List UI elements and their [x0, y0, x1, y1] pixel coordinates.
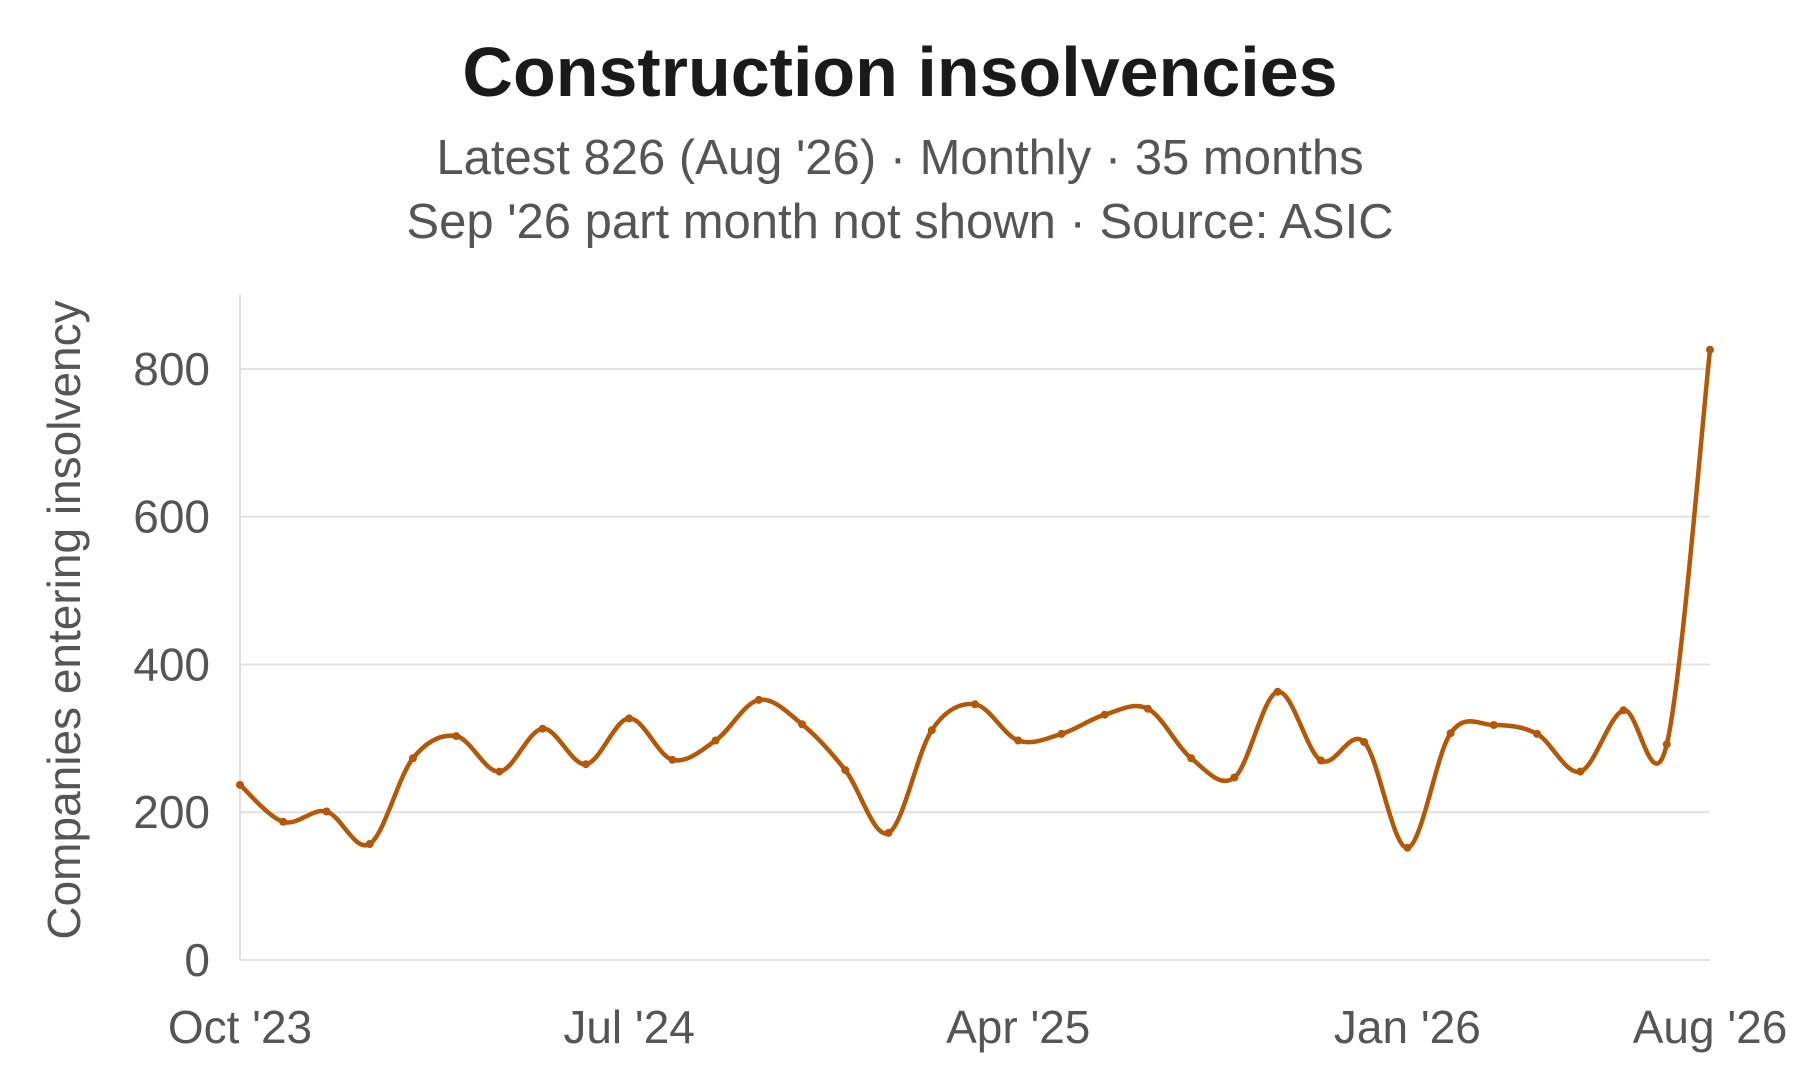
x-tick-label: Oct '23	[168, 1001, 312, 1053]
data-point	[841, 766, 850, 775]
chart-subtitle-line-2: Sep '26 part month not shown · Source: A…	[406, 195, 1393, 249]
data-point	[1143, 704, 1152, 713]
y-tick-label: 600	[133, 491, 210, 543]
series-layer	[236, 345, 1714, 852]
y-tick-label: 0	[184, 934, 210, 986]
data-point	[1446, 729, 1455, 738]
data-point	[1706, 345, 1714, 354]
y-tick-label: 200	[133, 786, 210, 838]
data-point	[668, 755, 677, 764]
data-point	[1273, 687, 1282, 696]
x-axis-ticks: Oct '23 Jul '24 Apr '25 Jan '26 Aug '26	[168, 1001, 1787, 1053]
data-point	[884, 828, 893, 837]
data-point	[408, 754, 417, 763]
data-point	[971, 700, 979, 709]
data-point	[538, 724, 547, 733]
y-axis-ticks: 0 200 400 600 800	[133, 343, 210, 986]
data-point	[1230, 773, 1239, 782]
y-tick-label: 400	[133, 638, 210, 690]
x-tick-label: Aug '26	[1633, 1001, 1788, 1053]
axes	[239, 295, 1710, 961]
data-point	[1316, 756, 1325, 765]
data-point	[754, 695, 763, 704]
chart-subtitle-line-1: Latest 826 (Aug '26) · Monthly · 35 mont…	[436, 131, 1363, 185]
data-point	[581, 760, 590, 769]
data-point	[711, 736, 720, 745]
data-point	[625, 714, 634, 723]
gridlines	[240, 367, 1710, 814]
data-point	[1662, 740, 1671, 749]
data-point	[927, 726, 936, 735]
x-tick-label: Jan '26	[1334, 1001, 1481, 1053]
data-point	[798, 720, 807, 729]
data-point	[322, 807, 331, 816]
data-point	[279, 817, 288, 826]
series-line	[237, 347, 1713, 850]
data-point	[1619, 706, 1628, 715]
data-point	[1403, 843, 1412, 852]
data-point	[365, 840, 374, 848]
data-point	[236, 780, 244, 789]
data-point	[1057, 729, 1066, 738]
y-axis-label: Companies entering insolvency	[38, 300, 90, 939]
data-point	[1014, 736, 1023, 745]
data-point	[1489, 721, 1498, 729]
x-tick-label: Jul '24	[563, 1001, 695, 1053]
data-point	[1100, 710, 1109, 719]
data-point	[1576, 767, 1585, 776]
data-point	[1187, 754, 1196, 763]
data-point	[452, 732, 461, 741]
data-point	[1360, 738, 1369, 746]
data-point	[495, 767, 504, 776]
y-tick-label: 800	[133, 343, 210, 395]
x-tick-label: Apr '25	[946, 1001, 1090, 1053]
chart-title: Construction insolvencies	[462, 33, 1337, 111]
data-point	[1533, 729, 1542, 738]
